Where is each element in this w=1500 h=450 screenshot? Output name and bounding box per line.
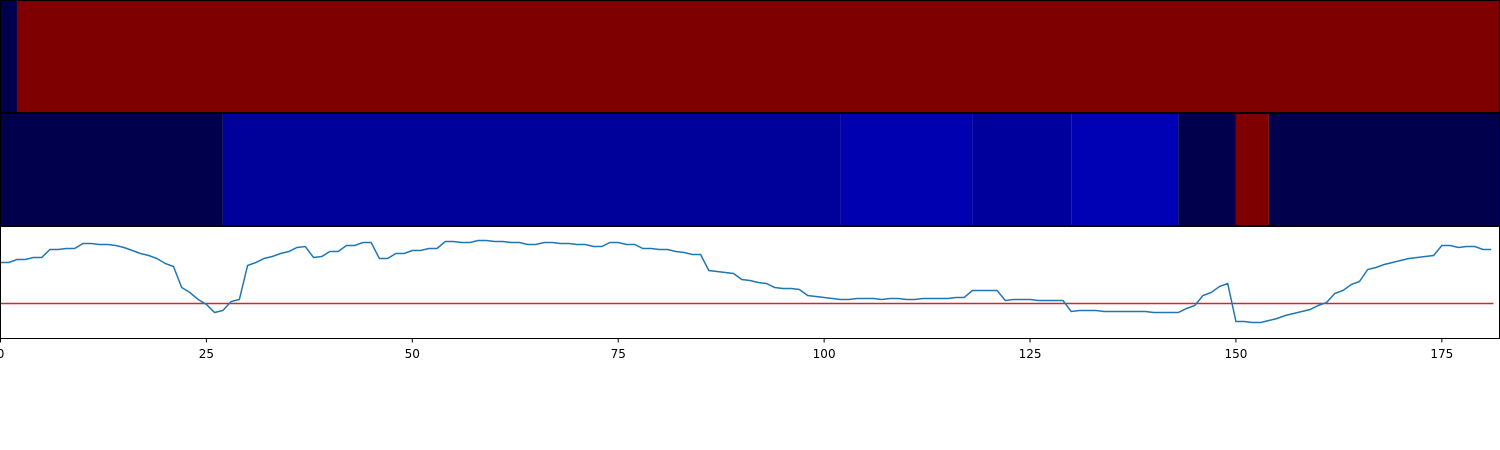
plot-frame — [0, 226, 1500, 339]
x-tick-label: 100 — [813, 347, 836, 361]
x-tick-label: 25 — [199, 347, 214, 361]
x-tick-label: 150 — [1224, 347, 1247, 361]
heatmap-cell — [1071, 113, 1179, 226]
heatmap-cell — [1268, 113, 1500, 226]
x-tick-label: 125 — [1019, 347, 1042, 361]
x-tick-label: 75 — [611, 347, 626, 361]
heatmap-cell — [972, 113, 1072, 226]
heatmap-cell — [1235, 113, 1269, 226]
heatmap-cell — [222, 113, 841, 226]
heatmap-cell — [16, 0, 1500, 113]
heatmap-cell — [1178, 113, 1236, 226]
heatmap-cell — [0, 0, 17, 113]
heatmap-cell — [840, 113, 973, 226]
x-tick-label: 0 — [0, 347, 4, 361]
x-tick-label: 50 — [405, 347, 420, 361]
x-tick-label: 175 — [1430, 347, 1453, 361]
line-series — [0, 239, 1492, 324]
heatmap-cell — [0, 113, 223, 226]
